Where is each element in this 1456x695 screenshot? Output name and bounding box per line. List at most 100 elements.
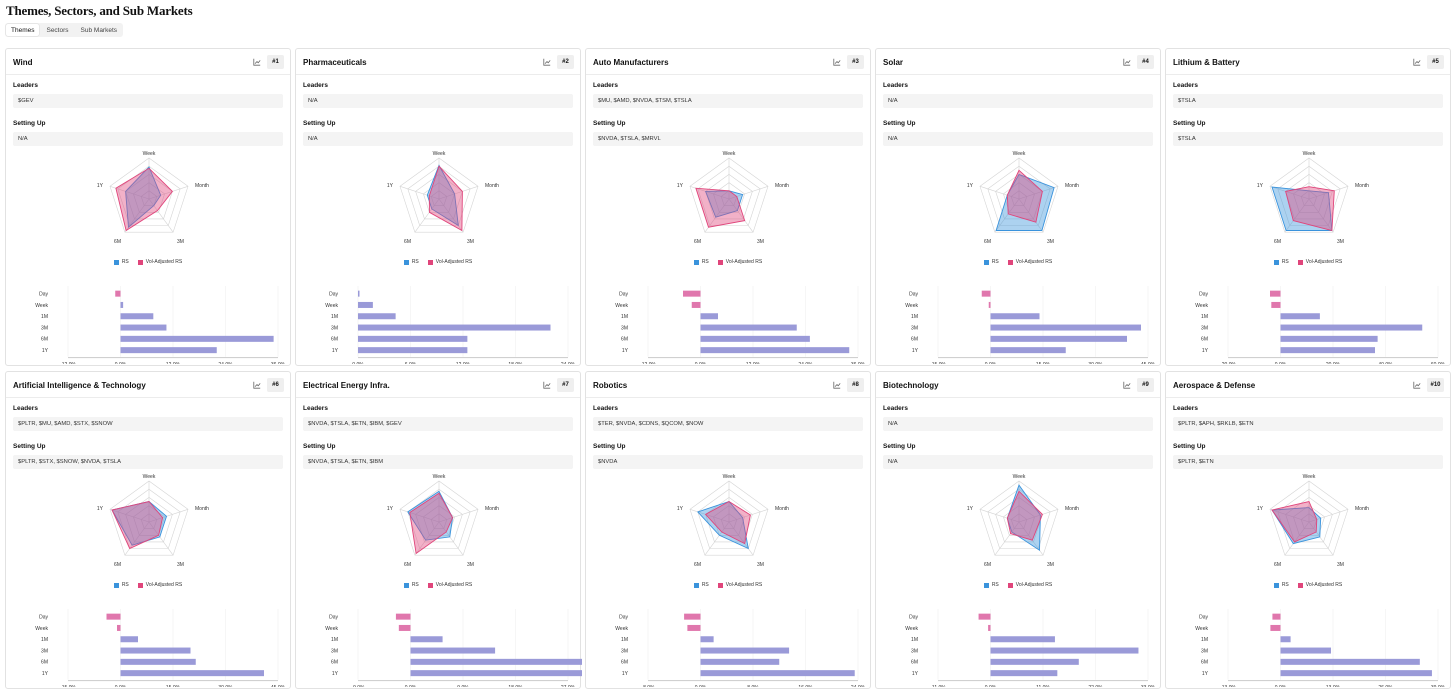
card-title: Wind xyxy=(13,58,33,67)
chart-legend: RS Vol-Adjusted RS xyxy=(876,259,1160,265)
performance-bar xyxy=(410,636,443,643)
radar-spoke xyxy=(979,509,1020,523)
radar-axis-label: 1Y xyxy=(1257,183,1264,189)
performance-bar-chart: -13.0% 0.0% 13.0% 26.0% 39.0% Day Week 1M 3M 6M 1Y xyxy=(1195,609,1446,687)
radar-grid-ring xyxy=(705,497,753,543)
legend-swatch xyxy=(137,259,143,265)
legend-vol-adjusted-rs: Vol-Adjusted RS xyxy=(137,582,182,588)
card-title: Lithium & Battery xyxy=(1173,58,1240,67)
x-tick-label: -11.0% xyxy=(930,685,946,687)
radar-axis-label: 1Y xyxy=(387,506,394,512)
performance-bar xyxy=(1270,290,1281,297)
performance-bar xyxy=(700,335,810,342)
radar-grid-ring xyxy=(430,513,448,529)
y-category-label: 3M xyxy=(1201,648,1208,654)
chart-view-button[interactable] xyxy=(540,55,554,69)
setting-up-label: Setting Up xyxy=(1173,443,1206,450)
leaders-label: Leaders xyxy=(303,405,328,412)
performance-bar xyxy=(687,624,701,631)
radar-axis-label: Month xyxy=(1355,183,1369,189)
setting-up-value: $NVDA xyxy=(593,455,863,469)
legend-swatch xyxy=(113,259,119,265)
radar-axis-label: Month xyxy=(485,506,499,512)
x-tick-label: -12.0% xyxy=(60,362,76,364)
y-category-label: 1M xyxy=(331,637,338,643)
radar-spoke xyxy=(399,186,440,200)
radar-spoke xyxy=(414,198,440,233)
radar-grid-ring xyxy=(109,480,189,556)
y-category-label: 3M xyxy=(621,325,628,331)
radar-spoke xyxy=(1308,509,1349,523)
performance-bar xyxy=(700,647,790,654)
line-chart-icon xyxy=(1123,381,1131,389)
x-tick-label: 20.0% xyxy=(1326,362,1341,364)
performance-bar xyxy=(990,647,1139,654)
radar-grid-ring xyxy=(697,488,761,549)
performance-bar xyxy=(990,324,1141,331)
y-category-label: 3M xyxy=(41,648,48,654)
performance-bar-chart: -12.0% 0.0% 12.0% 24.0% 36.0% Day Week 1M 3M 6M 1Y xyxy=(615,286,866,364)
tab-themes[interactable]: Themes xyxy=(6,24,40,36)
performance-bar xyxy=(1280,335,1378,342)
header-divider xyxy=(586,74,870,75)
chart-view-button[interactable] xyxy=(1410,55,1424,69)
x-tick-label: 0.0% xyxy=(695,362,707,364)
radar-axis-label: Week xyxy=(1303,151,1316,157)
y-category-label: 1Y xyxy=(912,348,919,354)
performance-bar xyxy=(1280,658,1420,665)
y-category-label: 6M xyxy=(621,337,628,343)
setting-up-label: Setting Up xyxy=(13,120,46,127)
y-category-label: 1Y xyxy=(622,671,629,677)
chart-view-button[interactable] xyxy=(540,378,554,392)
radar-grid-ring xyxy=(689,157,769,233)
radar-spoke xyxy=(438,198,464,233)
radar-grid-ring xyxy=(117,488,181,549)
leaders-label: Leaders xyxy=(883,82,908,89)
radar-grid-ring xyxy=(1003,182,1035,213)
legend-label: Vol-Adjusted RS xyxy=(1015,259,1053,265)
performance-bar xyxy=(120,636,138,643)
performance-bar xyxy=(358,290,360,297)
setting-up-value: N/A xyxy=(303,132,573,146)
y-category-label: Day xyxy=(909,291,918,297)
setting-up-label: Setting Up xyxy=(303,443,336,450)
card-title: Aerospace & Defense xyxy=(1173,381,1256,390)
y-category-label: 6M xyxy=(331,660,338,666)
card-title: Pharmaceuticals xyxy=(303,58,367,67)
performance-bar xyxy=(1272,613,1281,620)
y-category-label: Day xyxy=(39,291,48,297)
setting-up-label: Setting Up xyxy=(303,120,336,127)
radar-spoke xyxy=(438,186,479,200)
radar-grid-ring xyxy=(109,157,189,233)
y-category-label: Day xyxy=(329,614,338,620)
y-category-label: 1M xyxy=(911,637,918,643)
legend-rs: RS xyxy=(983,582,999,588)
x-tick-label: 6.0% xyxy=(405,362,417,364)
setting-up-value: N/A xyxy=(13,132,283,146)
leaders-value: $MU, $AMD, $NVDA, $TSM, $TSLA xyxy=(593,94,863,108)
chart-view-button[interactable] xyxy=(1120,378,1134,392)
y-category-label: Day xyxy=(1199,614,1208,620)
performance-bar xyxy=(120,324,167,331)
legend-swatch xyxy=(1007,582,1013,588)
chart-legend: RS Vol-Adjusted RS xyxy=(6,582,290,588)
performance-bar xyxy=(988,624,991,631)
theme-card: Robotics #8 Leaders $TER, $NVDA, $CDNS, $QC… xyxy=(585,371,871,689)
chart-view-button[interactable] xyxy=(1410,378,1424,392)
performance-bar xyxy=(1280,313,1320,320)
radar-spoke xyxy=(1018,186,1059,200)
radar-axis-label: Week xyxy=(723,151,736,157)
header-divider xyxy=(1166,74,1450,75)
chart-view-button[interactable] xyxy=(250,55,264,69)
x-tick-label: 0.0% xyxy=(695,685,707,687)
chart-view-button[interactable] xyxy=(830,378,844,392)
chart-view-button[interactable] xyxy=(250,378,264,392)
chart-view-button[interactable] xyxy=(1120,55,1134,69)
tab-sectors[interactable]: Sectors xyxy=(46,27,69,34)
radar-axis-label: 3M xyxy=(467,562,474,566)
radar-axis-label: Month xyxy=(775,183,789,189)
chart-view-button[interactable] xyxy=(830,55,844,69)
legend-swatch xyxy=(983,582,989,588)
legend-vol-adjusted-rs: Vol-Adjusted RS xyxy=(717,582,762,588)
tab-sub-markets[interactable]: Sub Markets xyxy=(80,27,118,34)
